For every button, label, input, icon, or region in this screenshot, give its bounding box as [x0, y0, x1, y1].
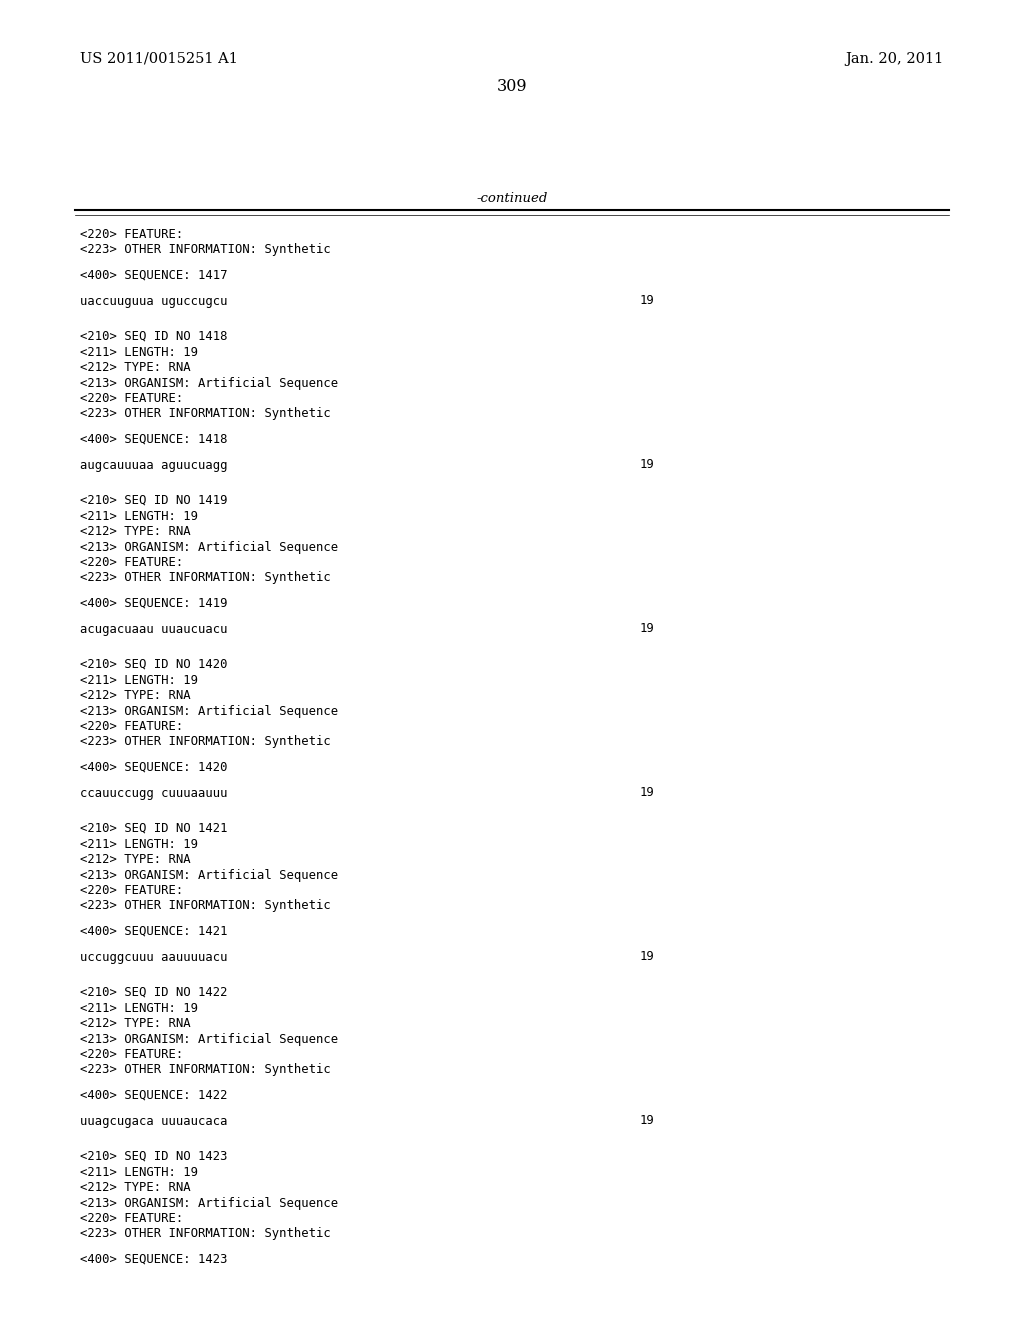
Text: augcauuuaa aguucuagg: augcauuuaa aguucuagg [80, 458, 227, 471]
Text: <220> FEATURE:: <220> FEATURE: [80, 1212, 183, 1225]
Text: <210> SEQ ID NO 1420: <210> SEQ ID NO 1420 [80, 657, 227, 671]
Text: 19: 19 [640, 1114, 654, 1127]
Text: <210> SEQ ID NO 1423: <210> SEQ ID NO 1423 [80, 1150, 227, 1163]
Text: <220> FEATURE:: <220> FEATURE: [80, 392, 183, 405]
Text: <213> ORGANISM: Artificial Sequence: <213> ORGANISM: Artificial Sequence [80, 869, 338, 882]
Text: <223> OTHER INFORMATION: Synthetic: <223> OTHER INFORMATION: Synthetic [80, 1228, 331, 1241]
Text: <400> SEQUENCE: 1421: <400> SEQUENCE: 1421 [80, 925, 227, 939]
Text: <213> ORGANISM: Artificial Sequence: <213> ORGANISM: Artificial Sequence [80, 376, 338, 389]
Text: <211> LENGTH: 19: <211> LENGTH: 19 [80, 837, 198, 850]
Text: <223> OTHER INFORMATION: Synthetic: <223> OTHER INFORMATION: Synthetic [80, 1064, 331, 1077]
Text: <400> SEQUENCE: 1420: <400> SEQUENCE: 1420 [80, 762, 227, 774]
Text: <212> TYPE: RNA: <212> TYPE: RNA [80, 1181, 190, 1195]
Text: <223> OTHER INFORMATION: Synthetic: <223> OTHER INFORMATION: Synthetic [80, 899, 331, 912]
Text: 19: 19 [640, 294, 654, 308]
Text: uuagcugaca uuuaucaca: uuagcugaca uuuaucaca [80, 1114, 227, 1127]
Text: <220> FEATURE:: <220> FEATURE: [80, 228, 183, 242]
Text: <220> FEATURE:: <220> FEATURE: [80, 719, 183, 733]
Text: <213> ORGANISM: Artificial Sequence: <213> ORGANISM: Artificial Sequence [80, 540, 338, 553]
Text: 19: 19 [640, 950, 654, 964]
Text: 19: 19 [640, 623, 654, 635]
Text: US 2011/0015251 A1: US 2011/0015251 A1 [80, 51, 238, 66]
Text: <210> SEQ ID NO 1418: <210> SEQ ID NO 1418 [80, 330, 227, 343]
Text: 19: 19 [640, 787, 654, 800]
Text: <210> SEQ ID NO 1422: <210> SEQ ID NO 1422 [80, 986, 227, 999]
Text: <212> TYPE: RNA: <212> TYPE: RNA [80, 689, 190, 702]
Text: uccuggcuuu aauuuuacu: uccuggcuuu aauuuuacu [80, 950, 227, 964]
Text: <213> ORGANISM: Artificial Sequence: <213> ORGANISM: Artificial Sequence [80, 1196, 338, 1209]
Text: <211> LENGTH: 19: <211> LENGTH: 19 [80, 1002, 198, 1015]
Text: <400> SEQUENCE: 1423: <400> SEQUENCE: 1423 [80, 1253, 227, 1266]
Text: ccauuccugg cuuuaauuu: ccauuccugg cuuuaauuu [80, 787, 227, 800]
Text: <223> OTHER INFORMATION: Synthetic: <223> OTHER INFORMATION: Synthetic [80, 408, 331, 421]
Text: <223> OTHER INFORMATION: Synthetic: <223> OTHER INFORMATION: Synthetic [80, 243, 331, 256]
Text: acugacuaau uuaucuacu: acugacuaau uuaucuacu [80, 623, 227, 635]
Text: <213> ORGANISM: Artificial Sequence: <213> ORGANISM: Artificial Sequence [80, 1032, 338, 1045]
Text: <210> SEQ ID NO 1421: <210> SEQ ID NO 1421 [80, 822, 227, 836]
Text: <220> FEATURE:: <220> FEATURE: [80, 884, 183, 898]
Text: <213> ORGANISM: Artificial Sequence: <213> ORGANISM: Artificial Sequence [80, 705, 338, 718]
Text: <212> TYPE: RNA: <212> TYPE: RNA [80, 853, 190, 866]
Text: <211> LENGTH: 19: <211> LENGTH: 19 [80, 673, 198, 686]
Text: <220> FEATURE:: <220> FEATURE: [80, 556, 183, 569]
Text: <212> TYPE: RNA: <212> TYPE: RNA [80, 525, 190, 539]
Text: <400> SEQUENCE: 1417: <400> SEQUENCE: 1417 [80, 269, 227, 282]
Text: <211> LENGTH: 19: <211> LENGTH: 19 [80, 510, 198, 523]
Text: 19: 19 [640, 458, 654, 471]
Text: <400> SEQUENCE: 1419: <400> SEQUENCE: 1419 [80, 597, 227, 610]
Text: <220> FEATURE:: <220> FEATURE: [80, 1048, 183, 1061]
Text: -continued: -continued [476, 191, 548, 205]
Text: <211> LENGTH: 19: <211> LENGTH: 19 [80, 1166, 198, 1179]
Text: <400> SEQUENCE: 1418: <400> SEQUENCE: 1418 [80, 433, 227, 446]
Text: 309: 309 [497, 78, 527, 95]
Text: <212> TYPE: RNA: <212> TYPE: RNA [80, 1016, 190, 1030]
Text: <211> LENGTH: 19: <211> LENGTH: 19 [80, 346, 198, 359]
Text: Jan. 20, 2011: Jan. 20, 2011 [846, 51, 944, 66]
Text: <223> OTHER INFORMATION: Synthetic: <223> OTHER INFORMATION: Synthetic [80, 572, 331, 585]
Text: <400> SEQUENCE: 1422: <400> SEQUENCE: 1422 [80, 1089, 227, 1102]
Text: <210> SEQ ID NO 1419: <210> SEQ ID NO 1419 [80, 494, 227, 507]
Text: <223> OTHER INFORMATION: Synthetic: <223> OTHER INFORMATION: Synthetic [80, 735, 331, 748]
Text: uaccuuguua uguccugcu: uaccuuguua uguccugcu [80, 294, 227, 308]
Text: <212> TYPE: RNA: <212> TYPE: RNA [80, 360, 190, 374]
